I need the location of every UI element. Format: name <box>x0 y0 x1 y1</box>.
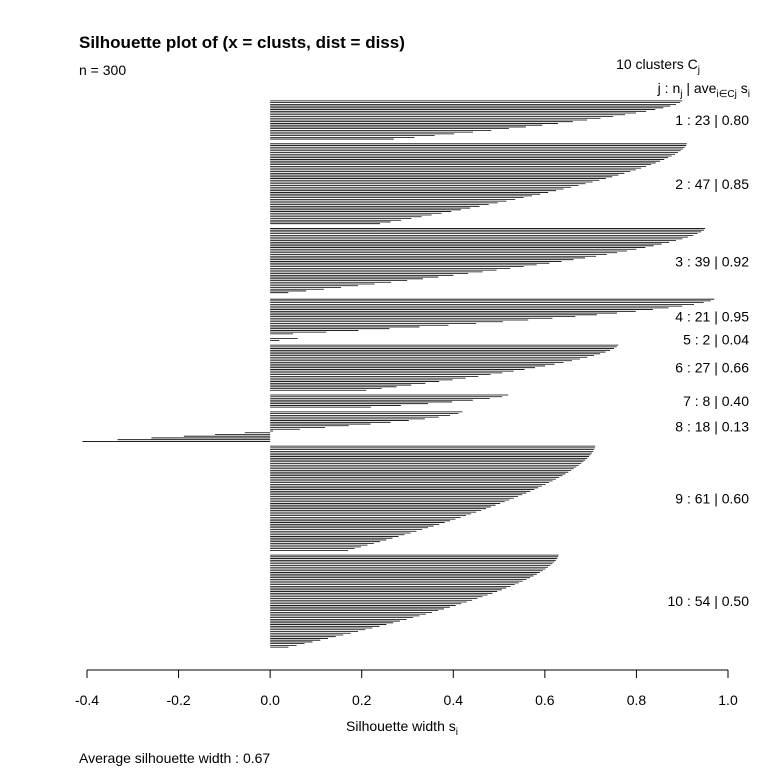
legend-header-part: | ave <box>682 80 716 96</box>
legend-header-part: s <box>737 80 748 96</box>
x-axis-label-text: Silhouette width s <box>346 718 456 734</box>
cluster-label: 8 : 18 | 0.13 <box>675 419 749 435</box>
legend-header-sub: i∈Cj <box>716 89 736 100</box>
cluster-label: 3 : 39 | 0.92 <box>675 253 749 269</box>
legend-header-line1-sub: j <box>697 65 700 76</box>
legend-header-line2: j : nj | avei∈Cj si <box>657 80 750 100</box>
x-tick-label: -0.2 <box>167 692 191 708</box>
x-tick-label: 0.4 <box>444 692 464 708</box>
cluster-label: 5 : 2 | 0.04 <box>683 332 749 348</box>
legend-header-sub: j <box>679 89 682 100</box>
x-axis-ticks: -0.4 -0.2 0.0 0.2 0.4 0.6 0.8 1.0 <box>75 670 738 708</box>
cluster-label: 2 : 47 | 0.85 <box>675 176 749 192</box>
cluster-label: 10 : 54 | 0.50 <box>668 593 750 609</box>
chart-subtitle: n = 300 <box>79 62 126 78</box>
x-axis-label: Silhouette width si <box>346 718 458 738</box>
x-tick-label: 1.0 <box>718 692 738 708</box>
legend-header-sub: i <box>748 89 750 100</box>
silhouette-bars <box>82 100 715 648</box>
cluster-label: 9 : 61 | 0.60 <box>675 490 749 506</box>
legend-header-line1-text: 10 clusters C <box>616 56 698 72</box>
cluster-label: 1 : 23 | 0.80 <box>675 112 749 128</box>
cluster-label: 4 : 21 | 0.95 <box>675 309 749 325</box>
cluster-labels: 1 : 23 | 0.80 2 : 47 | 0.85 3 : 39 | 0.92 4… <box>668 112 750 609</box>
legend-header-part: j : n <box>657 80 681 96</box>
x-tick-label: 0.0 <box>260 692 280 708</box>
x-axis-label-sub: i <box>456 727 458 738</box>
x-tick-label: 0.6 <box>535 692 555 708</box>
cluster-label: 6 : 27 | 0.66 <box>675 360 749 376</box>
x-tick-label: -0.4 <box>75 692 99 708</box>
legend-header-line1: 10 clusters Cj <box>616 56 700 76</box>
x-tick-label: 0.2 <box>352 692 372 708</box>
cluster-label: 7 : 8 | 0.40 <box>683 393 749 409</box>
chart-title: Silhouette plot of (x = clusts, dist = d… <box>79 33 405 52</box>
x-tick-label: 0.8 <box>627 692 647 708</box>
average-silhouette-width: Average silhouette width : 0.67 <box>79 750 270 766</box>
